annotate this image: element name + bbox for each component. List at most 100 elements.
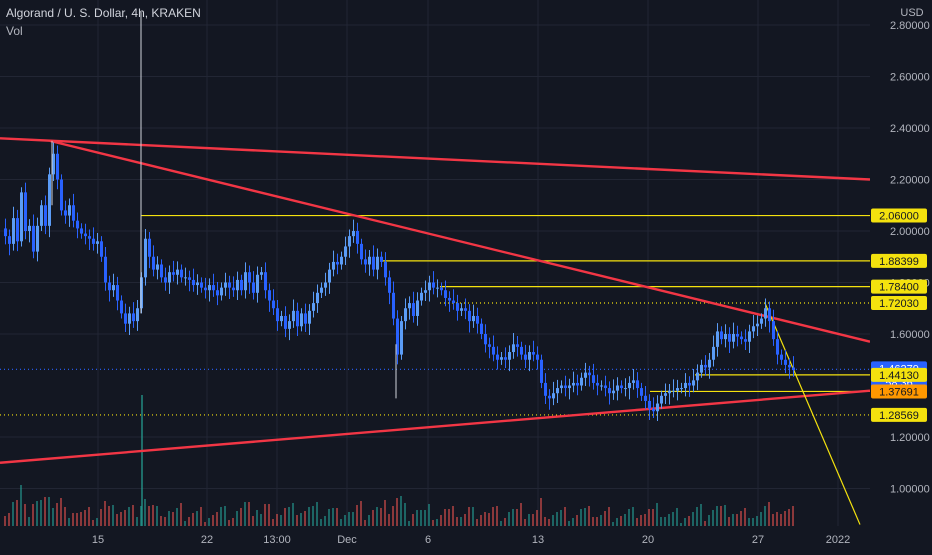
- price-tick-label: 1.60000: [890, 329, 930, 341]
- candle-body: [720, 331, 723, 340]
- candle-body: [792, 367, 795, 371]
- trendline-upper-resistance: [0, 137, 871, 181]
- volume-bar: [232, 518, 234, 526]
- candle-body: [12, 218, 15, 244]
- time-axis[interactable]: 15 22 13:00 Dec 6 13 20 27 2022: [92, 534, 850, 546]
- candle-body: [660, 395, 663, 404]
- candle-body: [272, 300, 275, 309]
- candle-body: [80, 228, 83, 234]
- volume-bar: [596, 517, 598, 526]
- volume-bar: [336, 508, 338, 526]
- volume-bar: [200, 507, 202, 526]
- volume-bar: [512, 509, 514, 526]
- candle-body: [512, 344, 515, 353]
- candle-body: [288, 321, 291, 329]
- volume-bar: [248, 502, 250, 526]
- volume-bar: [644, 514, 646, 526]
- trendline-rising-support: [0, 389, 871, 464]
- time-tick-label: 22: [201, 534, 213, 546]
- volume-bar: [128, 507, 130, 526]
- candle-body: [300, 313, 303, 327]
- volume-bar: [364, 520, 366, 526]
- volume-bar: [296, 515, 298, 526]
- volume-bar: [264, 504, 266, 526]
- volume-bar: [432, 520, 434, 526]
- candle-body: [324, 282, 327, 288]
- volume-bar: [332, 508, 334, 526]
- candle-body: [440, 287, 443, 291]
- candle-body: [364, 259, 367, 265]
- candle-body: [304, 313, 307, 324]
- price-labels: 2.060001.883991.784001.720301.4627958:36…: [871, 208, 927, 422]
- candle-body: [744, 339, 747, 342]
- volume-bar: [244, 502, 246, 526]
- volume-bar: [556, 512, 558, 526]
- candle-body: [280, 315, 283, 322]
- candle-body: [340, 256, 343, 265]
- volume-bar: [720, 506, 722, 526]
- candle-body: [704, 364, 707, 368]
- volume-bar: [616, 518, 618, 526]
- candle-body: [756, 323, 759, 327]
- volume-bar: [276, 514, 278, 526]
- price-axis[interactable]: USD 2.80000 2.60000 2.40000 2.20000 2.00000 1…: [870, 0, 932, 550]
- volume-bar: [44, 497, 46, 526]
- volume-bar: [368, 515, 370, 526]
- candle-body: [540, 359, 543, 383]
- candle-body: [112, 285, 115, 291]
- symbol-title[interactable]: Algorand / U. S. Dollar, 4h, KRAKEN: [6, 6, 201, 20]
- candle-body: [656, 403, 659, 412]
- volume-bar: [224, 506, 226, 526]
- volume-bar: [324, 516, 326, 526]
- volume-bar: [308, 507, 310, 526]
- price-tick-label: 2.00000: [890, 226, 930, 238]
- volume-bar: [604, 511, 606, 526]
- candle-body: [4, 228, 7, 237]
- candle-body: [628, 382, 631, 389]
- candle-body: [564, 385, 567, 389]
- volume-bar: [480, 515, 482, 526]
- volume-bar: [112, 505, 114, 526]
- candle-body: [296, 310, 299, 327]
- volume-bar: [548, 519, 550, 526]
- volume-bar: [460, 517, 462, 526]
- candle-body: [492, 346, 495, 355]
- volume-bar: [388, 514, 390, 526]
- volume-bar: [312, 506, 314, 526]
- volume-bar: [684, 518, 686, 526]
- volume-bar: [284, 508, 286, 526]
- candle-body: [368, 256, 371, 265]
- volume-bar: [608, 507, 610, 526]
- volume-bar: [508, 512, 510, 526]
- candle-body: [592, 375, 595, 383]
- candle-body: [452, 300, 455, 304]
- volume-bar: [564, 507, 566, 526]
- candle-body: [748, 331, 751, 342]
- candle-body: [736, 334, 739, 337]
- volume-bar: [340, 519, 342, 526]
- volume-spike-bar: [141, 395, 143, 526]
- volume-bar: [228, 520, 230, 526]
- candle-body: [36, 225, 39, 252]
- candle-body: [568, 385, 571, 389]
- volume-bar: [440, 515, 442, 526]
- candle-body: [520, 346, 523, 355]
- volume-bar: [376, 507, 378, 526]
- candle-body: [448, 297, 451, 301]
- candle-body: [188, 277, 191, 280]
- volume-bar: [184, 521, 186, 526]
- candle-body: [20, 192, 23, 242]
- volume-bar: [260, 514, 262, 526]
- candle-body: [464, 308, 467, 311]
- volume-bar: [396, 498, 398, 526]
- volume-bar: [696, 507, 698, 526]
- volume-bar: [444, 509, 446, 526]
- volume-legend[interactable]: Vol: [6, 24, 23, 38]
- price-label-text: 1.37691: [879, 386, 919, 398]
- candle-body: [56, 153, 59, 180]
- candle-body: [652, 408, 655, 412]
- candle-body: [472, 315, 475, 322]
- volume-bar: [588, 506, 590, 526]
